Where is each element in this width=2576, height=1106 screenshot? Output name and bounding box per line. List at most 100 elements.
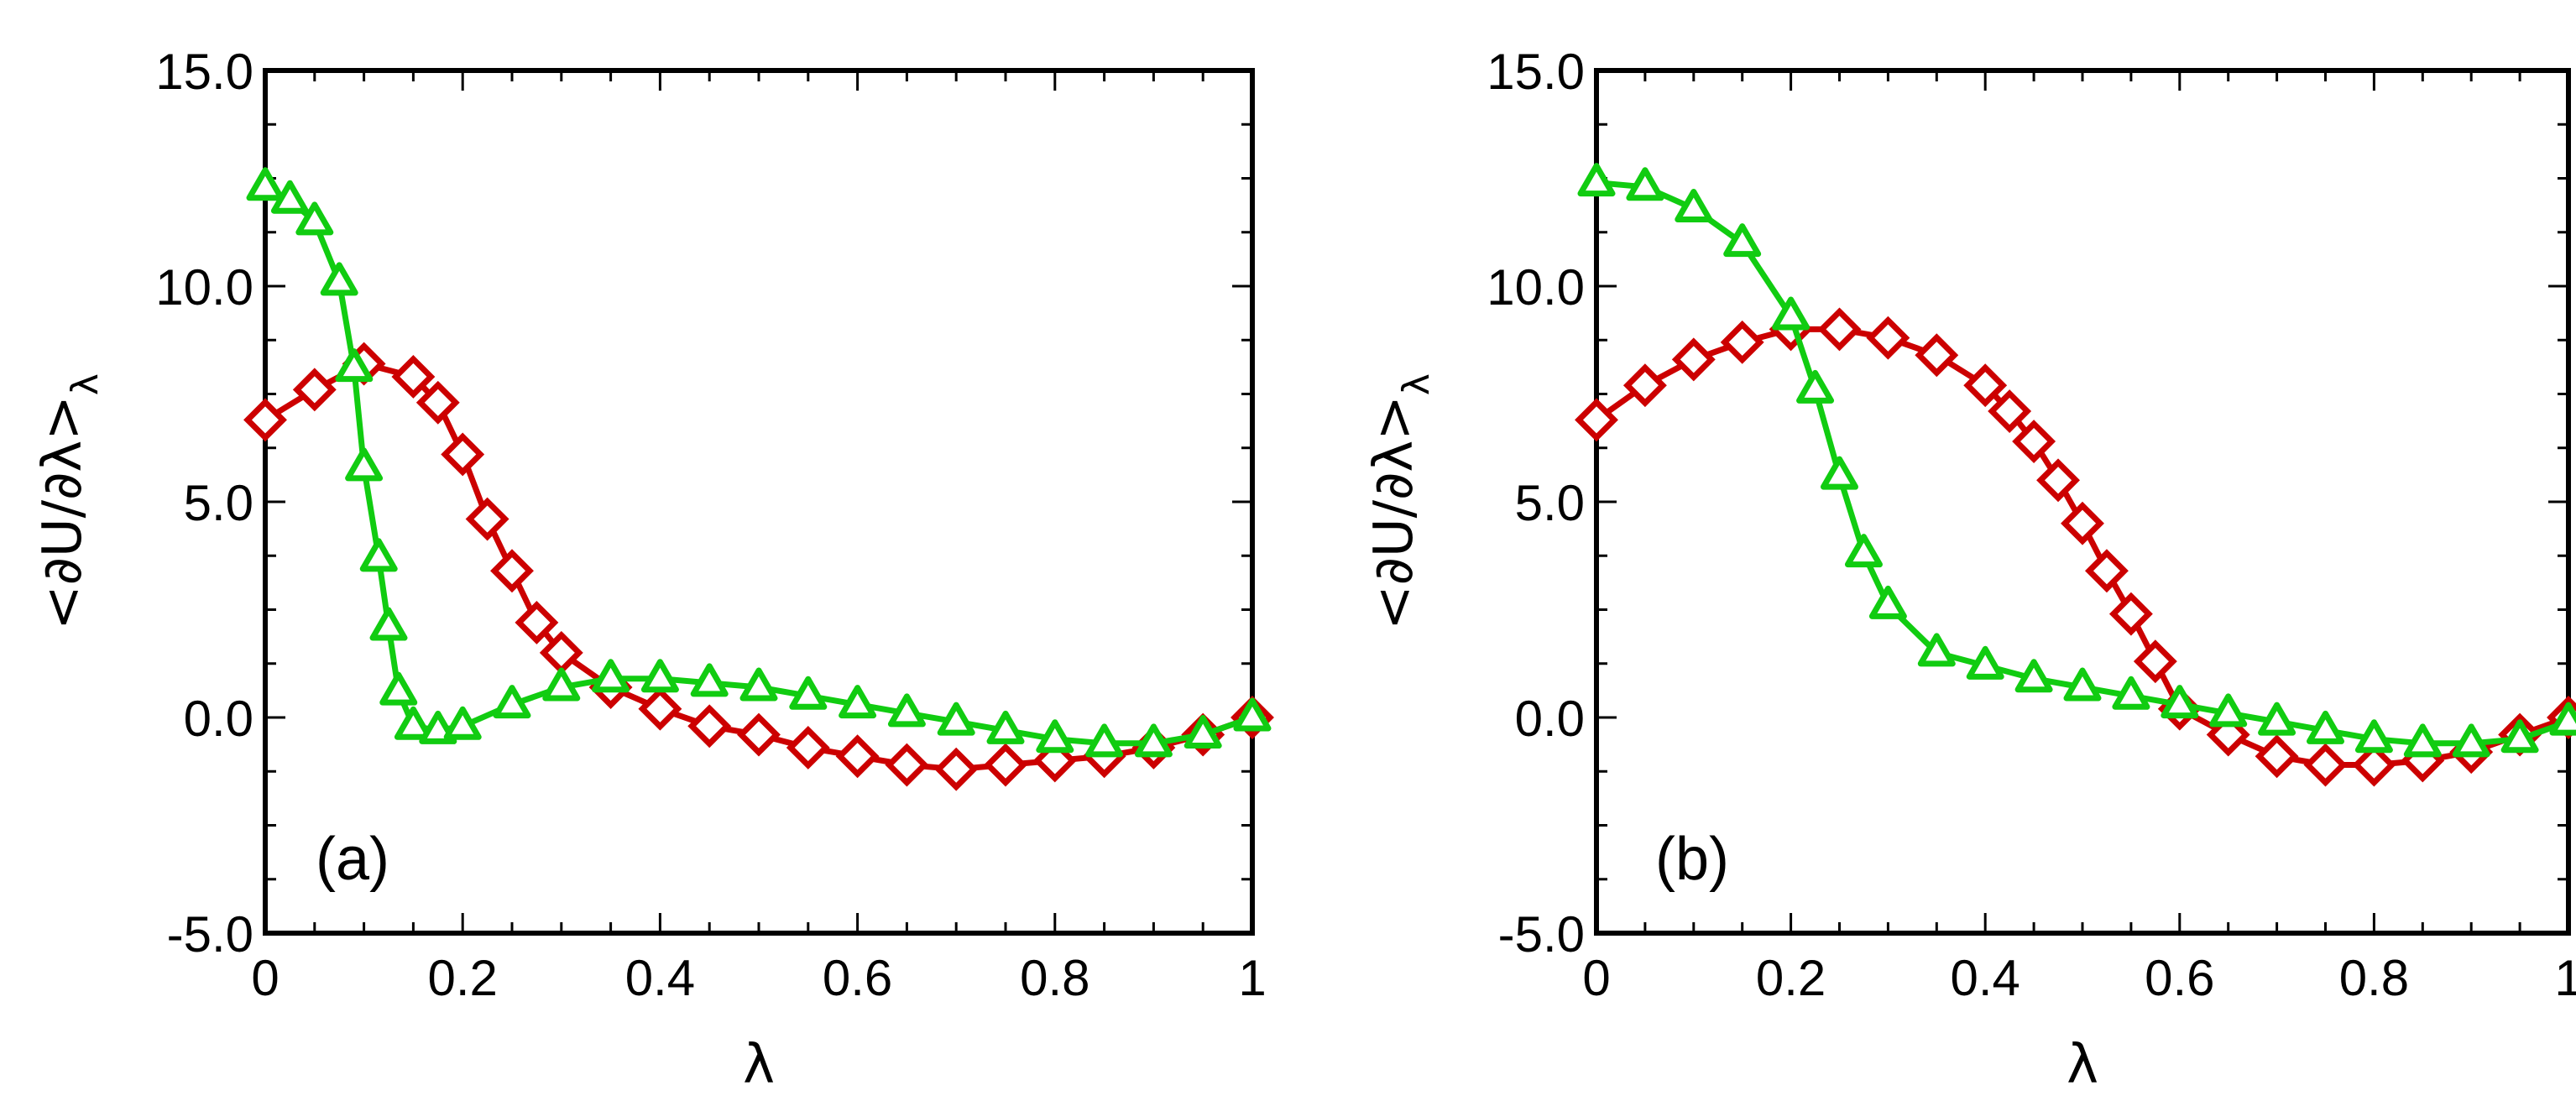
- y-tick-label: 0.0: [1515, 691, 1585, 747]
- x-tick-label: 0.8: [1020, 950, 1089, 1006]
- y-tick-label: 10.0: [1487, 259, 1585, 316]
- diamond-marker: [638, 686, 682, 731]
- triangle-marker: [1821, 456, 1858, 490]
- diamond-marker: [737, 712, 781, 757]
- diamond-marker: [687, 704, 732, 749]
- triangle-marker: [320, 262, 358, 296]
- diamond-marker: [1817, 307, 1862, 352]
- diamond-marker: [2352, 743, 2396, 787]
- y-tick-label: 0.0: [184, 691, 253, 747]
- diamond-marker: [1671, 337, 1716, 382]
- panel-b: 0 0.2 0.4 0.6 0.8 1-5.00.05.010.015.0λ<∂U/∂λ>…: [1363, 44, 2576, 1096]
- triangle-marker: [1134, 723, 1173, 758]
- diamond-marker: [1622, 363, 1667, 408]
- diamond-marker: [1720, 320, 1764, 364]
- diamond-marker: [2061, 501, 2104, 545]
- triangle-marker: [1796, 369, 1835, 404]
- triangle-marker: [2403, 723, 2442, 758]
- x-tick-label: 0.6: [2145, 950, 2214, 1006]
- triangle-marker: [345, 447, 384, 482]
- y-axis-title: <∂U/∂λ>λ: [32, 373, 107, 630]
- diamond-marker: [2303, 743, 2348, 787]
- triangle-marker: [379, 671, 418, 706]
- x-tick-label: 0.4: [625, 950, 695, 1006]
- x-tick-label: 1: [1238, 950, 1266, 1006]
- triangle-marker: [493, 685, 531, 719]
- y-tick-label: 15.0: [155, 44, 253, 100]
- x-tick-label: 1: [2554, 950, 2576, 1006]
- triangle-marker: [887, 693, 926, 728]
- diamond-marker: [984, 743, 1027, 787]
- diamond-marker: [2085, 549, 2129, 593]
- diamond-marker: [292, 368, 337, 412]
- triangle-marker: [839, 685, 877, 719]
- x-tick-label: 0: [1582, 950, 1610, 1006]
- triangle-marker: [1772, 296, 1811, 331]
- triangle-marker: [1675, 188, 1713, 222]
- diamond-marker: [515, 600, 559, 644]
- triangle-marker: [270, 180, 309, 214]
- triangle-marker: [394, 706, 432, 740]
- triangle-marker: [1233, 697, 1272, 732]
- diamond-marker: [934, 747, 979, 791]
- y-axis-title: <∂U/∂λ>λ: [1363, 373, 1438, 630]
- diamond-marker: [2255, 734, 2299, 779]
- triangle-marker: [2354, 719, 2393, 754]
- diamond-marker: [786, 726, 830, 770]
- x-tick-label: 0.2: [1756, 950, 1826, 1006]
- triangle-marker: [1626, 167, 1664, 201]
- triangle-marker: [986, 710, 1025, 744]
- diamond-marker: [1988, 389, 2032, 434]
- y-tick-label: 5.0: [1515, 475, 1585, 531]
- triangle-marker: [2549, 702, 2576, 736]
- triangle-marker: [2014, 659, 2053, 693]
- y-axis-title-main: <∂U/∂λ>: [1363, 395, 1425, 630]
- x-axis-title: λ: [2067, 1034, 2098, 1096]
- diamond-marker: [415, 380, 460, 425]
- triangle-series-line: [1596, 180, 2570, 747]
- x-tick-label: 0.4: [1950, 950, 2020, 1006]
- panel-label: (a): [316, 826, 389, 893]
- diamond-marker: [243, 398, 287, 442]
- diamond-marker: [1866, 316, 1910, 360]
- triangle-marker: [359, 538, 398, 572]
- diamond-marker: [441, 432, 485, 477]
- triangle-marker: [739, 667, 778, 702]
- triangle-marker: [2063, 667, 2102, 702]
- triangle-marker: [369, 607, 408, 641]
- x-axis-title: λ: [743, 1034, 775, 1096]
- triangle-marker: [640, 659, 679, 693]
- y-tick-label: -5.0: [1498, 906, 1585, 963]
- diamond-marker: [835, 734, 880, 779]
- triangle-marker: [2161, 685, 2199, 719]
- x-tick-label: 0.8: [2339, 950, 2409, 1006]
- triangle-series-line: [264, 184, 1254, 747]
- y-tick-label: 10.0: [155, 259, 253, 316]
- panel-label: (b): [1655, 826, 1729, 893]
- triangle-marker: [1844, 534, 1883, 568]
- y-tick-label: 5.0: [184, 475, 253, 531]
- triangle-marker: [2112, 676, 2150, 710]
- triangle-marker: [1085, 723, 1124, 758]
- diamond-marker: [490, 549, 534, 593]
- triangle-marker: [2209, 693, 2248, 728]
- triangle-marker: [542, 667, 581, 702]
- triangle-marker: [335, 348, 374, 383]
- triangle-marker: [2307, 710, 2344, 744]
- triangle-marker: [789, 676, 828, 710]
- y-axis-title-main: <∂U/∂λ>: [32, 395, 94, 630]
- triangle-marker: [1723, 223, 1762, 258]
- y-axis-title-subscript: λ: [64, 373, 107, 395]
- diamond-marker: [465, 497, 509, 541]
- triangle-marker: [246, 167, 285, 201]
- triangle-marker: [2452, 723, 2490, 758]
- diamond-marker: [2036, 458, 2080, 503]
- triangle-marker: [2500, 719, 2539, 754]
- y-axis-title-subscript: λ: [1395, 373, 1438, 395]
- y-tick-label: -5.0: [167, 906, 253, 963]
- diamond-marker: [2108, 592, 2153, 636]
- x-tick-label: 0: [251, 950, 279, 1006]
- triangle-marker: [295, 201, 334, 236]
- diamond-marker: [1915, 333, 1959, 378]
